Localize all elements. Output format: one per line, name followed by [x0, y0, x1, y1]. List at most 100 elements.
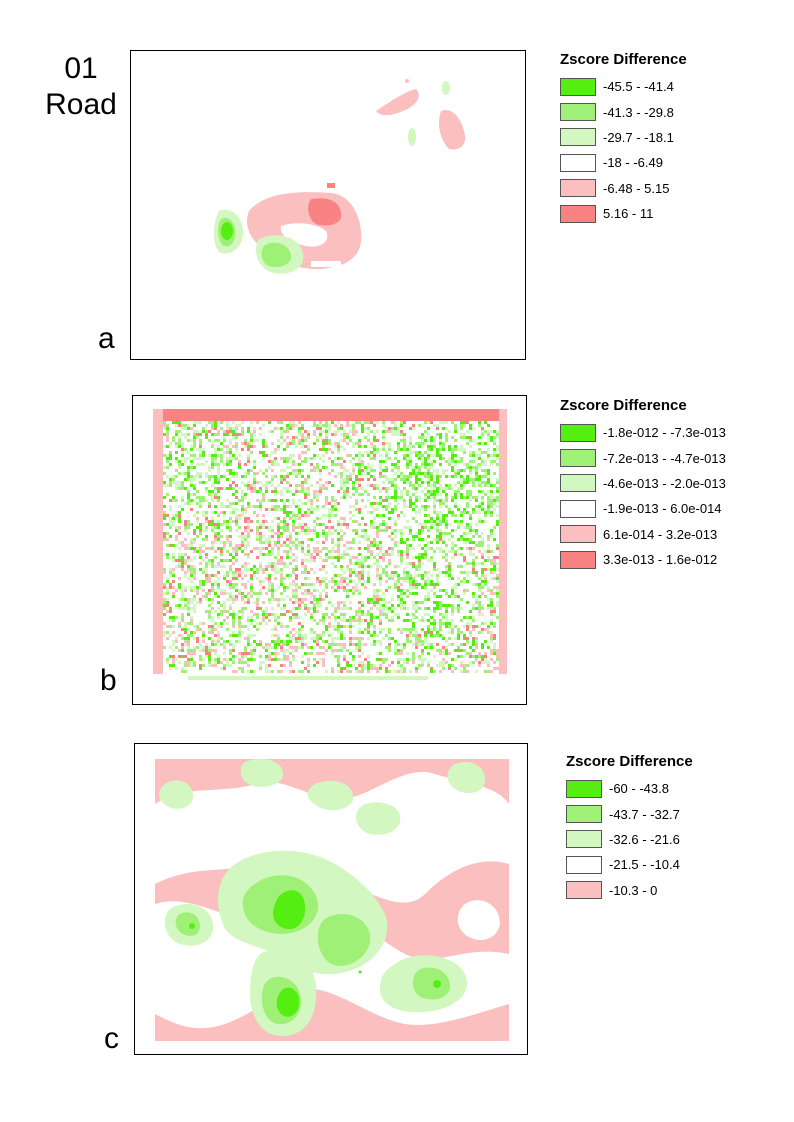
map-b-cell [487, 661, 490, 664]
map-b-cell [451, 460, 454, 463]
map-b-cell [415, 574, 418, 577]
map-b-cell [268, 619, 271, 622]
map-b-cell [421, 454, 424, 457]
map-b-cell [328, 448, 331, 451]
map-b-cell [223, 658, 226, 661]
map-b-cell [478, 577, 481, 580]
map-b-cell [256, 547, 259, 550]
map-b-cell [436, 526, 439, 529]
map-b-cell [292, 601, 295, 604]
map-b-cell [364, 547, 367, 550]
map-b-cell [169, 499, 172, 502]
map-b-cell [361, 619, 364, 622]
map-b-cell [412, 607, 415, 610]
map-b-cell [232, 421, 235, 424]
map-b-cell [193, 664, 196, 667]
map-b-cell [496, 505, 499, 508]
map-b-cell [217, 658, 220, 661]
map-b-cell [217, 637, 220, 640]
map-b-cell [223, 640, 226, 643]
map-b-cell [412, 508, 415, 511]
map-b-cell [445, 496, 448, 499]
map-b-cell [163, 466, 166, 469]
map-b-cell [487, 508, 490, 511]
map-b-cell [202, 580, 205, 583]
map-b-cell [391, 532, 394, 535]
map-b-cell [208, 604, 211, 607]
map-b-cell [448, 595, 451, 598]
map-b-cell [184, 523, 187, 526]
map-b-cell [457, 604, 460, 607]
map-b-cell [289, 610, 292, 613]
map-b-cell [271, 658, 274, 661]
map-b-cell [490, 637, 493, 640]
map-b-cell [331, 496, 334, 499]
map-b-cell [289, 442, 292, 445]
map-b-cell [202, 454, 205, 457]
map-b-cell [376, 502, 379, 505]
map-b-cell [418, 499, 421, 502]
map-b-cell [373, 592, 376, 595]
map-b-cell [445, 589, 448, 592]
map-b-cell [394, 565, 397, 568]
map-b-cell [187, 478, 190, 481]
map-b-cell [427, 559, 430, 562]
map-b-cell [166, 493, 169, 496]
map-b-cell [391, 547, 394, 550]
map-b-cell [409, 439, 412, 442]
map-b-cell [214, 481, 217, 484]
map-b-cell [307, 559, 310, 562]
map-b-cell [364, 556, 367, 559]
map-b-cell [460, 535, 463, 538]
map-b-cell [193, 424, 196, 427]
map-b-cell [355, 610, 358, 613]
map-b-cell [460, 511, 463, 514]
map-b-cell [472, 481, 475, 484]
map-b-cell [397, 514, 400, 517]
map-b-cell [163, 538, 166, 541]
map-b-cell [496, 520, 499, 523]
map-b-cell [400, 583, 403, 586]
map-b-cell [325, 499, 328, 502]
map-b-cell [412, 556, 415, 559]
map-b-cell [301, 436, 304, 439]
legend-a-item: -6.48 - 5.15 [560, 176, 687, 201]
map-b-cell [301, 640, 304, 643]
map-b-cell [454, 475, 457, 478]
map-b-cell [487, 547, 490, 550]
map-b-cell [382, 520, 385, 523]
map-b-cell [409, 427, 412, 430]
map-b-cell [394, 541, 397, 544]
map-b-cell [274, 475, 277, 478]
map-b-cell [181, 568, 184, 571]
map-b-cell [397, 541, 400, 544]
map-b-cell [178, 430, 181, 433]
map-b-cell [367, 556, 370, 559]
map-b-cell [397, 628, 400, 631]
map-b-cell [235, 475, 238, 478]
map-b-cell [415, 583, 418, 586]
map-b-cell [451, 670, 454, 673]
map-b-cell [385, 607, 388, 610]
map-b-cell [172, 586, 175, 589]
map-b-cell [184, 604, 187, 607]
map-b-cell [295, 559, 298, 562]
map-b-cell [262, 610, 265, 613]
map-b-cell [193, 637, 196, 640]
map-b-cell [496, 586, 499, 589]
map-b-cell [478, 535, 481, 538]
map-b-cell [295, 586, 298, 589]
map-b-cell [226, 424, 229, 427]
map-b-cell [211, 499, 214, 502]
map-b-cell [361, 574, 364, 577]
map-b-cell [454, 439, 457, 442]
map-b-cell [259, 607, 262, 610]
map-b-cell [364, 664, 367, 667]
map-b-cell [358, 610, 361, 613]
map-b-cell [214, 439, 217, 442]
map-b-cell [352, 637, 355, 640]
map-b-cell [355, 586, 358, 589]
map-b-cell [397, 586, 400, 589]
map-b-cell [304, 571, 307, 574]
map-b-cell [493, 661, 496, 664]
